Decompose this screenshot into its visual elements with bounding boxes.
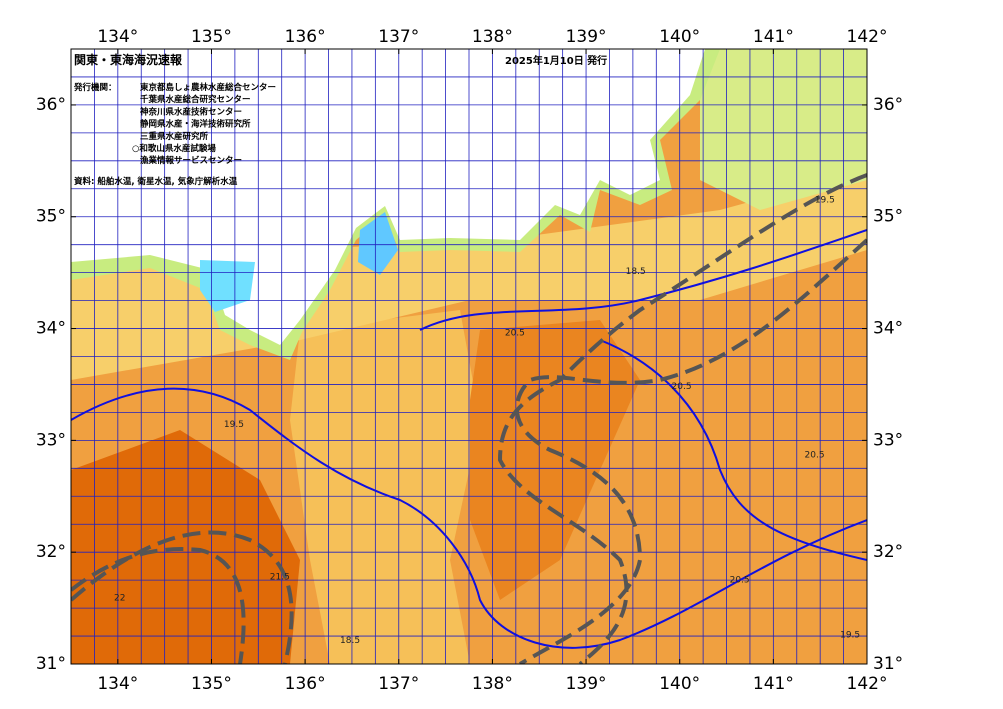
x-tick-label: 139°	[566, 674, 607, 694]
contour-label: 20.5	[805, 450, 825, 460]
map-body: 19.5 18.5 20.5 20.5 19.5 20.5 20.5 21.5 22 18.5 19…	[71, 49, 867, 664]
x-tick-label: 135°	[191, 674, 232, 694]
y-tick-label: 33°	[36, 430, 66, 450]
x-tick-label: 142°	[847, 674, 888, 694]
contour-line	[599, 339, 867, 561]
contour-label: 18.5	[626, 267, 646, 277]
issuers-label: 発行機関：	[73, 82, 117, 93]
issuers-list: 東京都島しょ農林水産総合センター千葉県水産総合研究センター神奈川県水産技術センタ…	[132, 82, 276, 166]
x-tick-label: 141°	[753, 674, 794, 694]
x-tick-label: 139°	[566, 27, 607, 47]
y-tick-label: 31°	[36, 654, 66, 674]
x-tick-label: 137°	[378, 674, 419, 694]
contour-label: 19.5	[224, 420, 244, 430]
fine-grid	[71, 49, 867, 664]
issuer: 千葉県水産総合研究センター	[140, 94, 251, 105]
warm-zone	[470, 320, 640, 600]
issuer: 三重県水産研究所	[140, 131, 209, 142]
x-tick-label: 135°	[191, 27, 232, 47]
y-tick-label: 32°	[36, 542, 66, 562]
x-tick-label: 134°	[97, 674, 138, 694]
y-tick-label: 35°	[873, 207, 903, 227]
x-tick-label: 134°	[97, 27, 138, 47]
contour-label: 19.5	[815, 195, 835, 205]
x-tick-label: 137°	[378, 27, 419, 47]
contour-line	[71, 387, 867, 649]
contour-line	[419, 229, 867, 331]
y-tick-label: 36°	[873, 95, 903, 115]
contour-label: 19.5	[840, 630, 860, 640]
contour-label: 20.5	[505, 329, 525, 339]
map-frame	[70, 48, 868, 665]
bay	[358, 212, 398, 275]
x-tick-label: 136°	[285, 674, 326, 694]
issuer: 東京都島しょ農林水産総合センター	[140, 82, 276, 93]
y-tick-label: 33°	[873, 430, 903, 450]
y-tick-label: 36°	[36, 95, 66, 115]
contour-label: 20.5	[672, 382, 692, 392]
x-tick-label: 138°	[472, 27, 513, 47]
issuer: 漁業情報サービスセンター	[140, 155, 242, 166]
cool-zone	[290, 310, 480, 664]
contour-label: 20.5	[730, 576, 750, 586]
x-tick-label: 136°	[285, 27, 326, 47]
y-tick-label: 34°	[873, 319, 903, 339]
issuer: 静岡県水産・海洋技術研究所	[140, 119, 251, 130]
contour-label: 22	[114, 594, 125, 604]
contour-label: 21.5	[270, 572, 290, 582]
current-axis	[497, 173, 867, 664]
x-tick-label: 140°	[659, 27, 700, 47]
title: 関東・東海海況速報	[74, 52, 183, 67]
cold-zone	[700, 49, 867, 210]
current-axis	[71, 547, 246, 664]
y-tick-label: 32°	[873, 542, 903, 562]
y-tick-label: 35°	[36, 207, 66, 227]
x-tick-label: 141°	[753, 27, 794, 47]
issue-date: 2025年1月10日 発行	[505, 54, 607, 67]
y-tick-label: 34°	[36, 319, 66, 339]
contour-label: 18.5	[340, 636, 360, 646]
current-axis	[71, 530, 294, 664]
x-tick-label: 140°	[659, 674, 700, 694]
x-tick-label: 138°	[472, 674, 513, 694]
issuer: ○和歌山県水産試験場	[132, 143, 216, 154]
source: 資料: 船舶水温, 衛星水温, 気象庁解析水温	[73, 176, 238, 187]
x-tick-label: 142°	[847, 27, 888, 47]
issuer: 神奈川県水産技術センター	[140, 106, 242, 117]
y-tick-label: 31°	[873, 654, 903, 674]
contour-labels: 19.5 18.5 20.5 20.5 19.5 20.5 20.5 21.5 22 18.5 19…	[114, 195, 860, 646]
axes: 134° 134° 135° 135° 136° 136° 137° 137° 138° 138°…	[36, 27, 903, 694]
